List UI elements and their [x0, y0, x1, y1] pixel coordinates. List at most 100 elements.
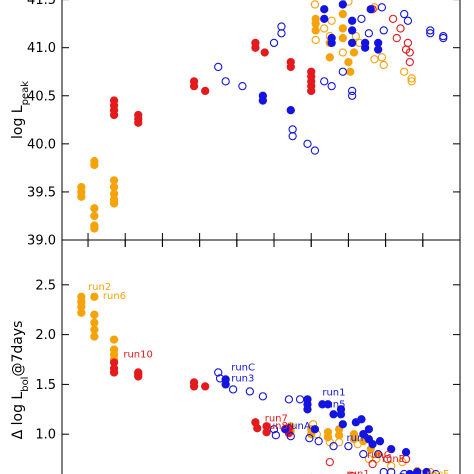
y-tick-label: 41.0	[27, 41, 56, 56]
data-point	[109, 176, 119, 185]
data-point	[426, 29, 435, 38]
data-point	[320, 77, 329, 86]
data-point	[109, 199, 119, 208]
data-point	[288, 132, 297, 141]
data-point	[77, 192, 86, 201]
data-point	[348, 471, 356, 474]
data-point	[295, 395, 305, 404]
data-point	[221, 380, 230, 389]
data-point	[90, 224, 99, 233]
data-point	[201, 382, 210, 391]
run-annotation: runC	[231, 362, 255, 373]
data-point	[431, 469, 440, 474]
data-point	[413, 467, 422, 474]
data-point	[338, 33, 347, 43]
data-point	[426, 26, 435, 35]
data-point	[405, 48, 414, 57]
data-point	[201, 86, 210, 96]
data-point	[366, 5, 375, 14]
data-point	[387, 444, 396, 454]
data-point	[228, 385, 238, 394]
data-point	[320, 24, 329, 33]
data-point	[379, 26, 388, 35]
data-point	[347, 38, 357, 48]
data-point	[214, 62, 223, 72]
run-annotation: run2	[88, 282, 111, 293]
run-annotation: runA	[287, 421, 311, 432]
run-annotation: run1	[347, 469, 370, 474]
y-tick-label: 41.5	[27, 0, 56, 8]
data-point	[403, 16, 413, 25]
run-annotation: run3	[231, 373, 254, 384]
data-point	[303, 139, 312, 148]
run-annotation: runF	[427, 469, 450, 474]
data-point	[90, 204, 99, 213]
data-point	[357, 14, 366, 23]
data-point	[325, 457, 334, 467]
data-point	[347, 26, 357, 35]
data-point	[269, 425, 279, 434]
data-point	[327, 16, 336, 25]
data-point	[375, 437, 385, 446]
data-point	[396, 24, 405, 33]
data-point	[271, 431, 281, 440]
data-point	[311, 26, 320, 35]
data-point	[377, 3, 387, 12]
data-point	[379, 60, 388, 70]
data-point	[269, 38, 279, 48]
data-point	[90, 332, 99, 341]
data-point	[305, 434, 314, 443]
data-point	[258, 91, 268, 100]
run-annotation: runG	[367, 450, 392, 461]
data-point	[338, 0, 347, 9]
data-point	[347, 91, 357, 100]
data-point	[347, 86, 357, 96]
y-axis-title: Δ log Lbol@7days	[10, 321, 31, 440]
data-point	[109, 182, 119, 192]
data-point	[327, 82, 336, 91]
data-point	[311, 35, 320, 45]
data-point	[90, 318, 99, 327]
data-point	[238, 82, 247, 91]
data-point	[400, 469, 409, 474]
data-point	[360, 38, 370, 48]
data-point	[109, 110, 119, 120]
data-point	[277, 29, 286, 38]
data-point	[392, 33, 401, 43]
data-point	[281, 425, 290, 434]
data-point	[90, 325, 99, 334]
y-tick-label: 40.0	[27, 137, 56, 152]
data-point	[377, 53, 387, 62]
data-point	[387, 467, 396, 474]
data-point	[221, 77, 230, 86]
data-point	[323, 400, 333, 409]
data-point	[307, 86, 316, 96]
data-point	[286, 432, 295, 441]
data-point	[400, 9, 409, 19]
data-point	[334, 438, 344, 447]
data-point	[344, 57, 353, 67]
data-point	[134, 118, 143, 127]
data-point	[403, 38, 413, 48]
data-point	[422, 467, 431, 474]
data-point	[286, 62, 295, 72]
data-point	[109, 335, 119, 344]
data-point	[311, 19, 320, 28]
data-point	[364, 29, 374, 38]
data-point	[383, 454, 392, 464]
y-tick-label: 40.5	[27, 89, 56, 104]
data-point	[303, 405, 312, 414]
data-point	[405, 57, 414, 67]
data-point	[288, 125, 297, 134]
data-point	[370, 55, 379, 64]
data-point	[430, 471, 438, 474]
data-point	[214, 368, 223, 377]
data-point	[353, 440, 362, 449]
run-annotation: run1	[322, 387, 345, 398]
data-point	[286, 106, 295, 115]
data-point	[344, 442, 353, 451]
data-point	[189, 382, 199, 391]
data-point	[189, 82, 199, 91]
y-tick-label: 2.0	[35, 328, 56, 343]
